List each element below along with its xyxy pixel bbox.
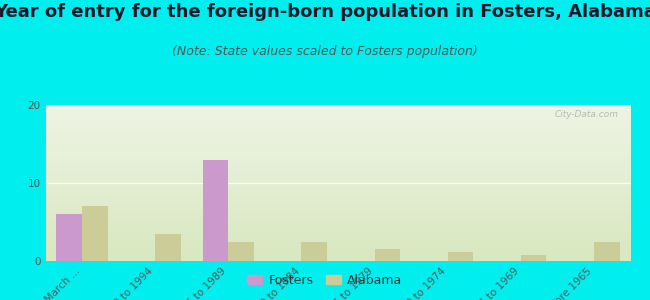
- Bar: [448, 252, 473, 261]
- Bar: [57, 214, 82, 261]
- Bar: [155, 234, 181, 261]
- Bar: [374, 249, 400, 261]
- Bar: [228, 242, 254, 261]
- Text: (Note: State values scaled to Fosters population): (Note: State values scaled to Fosters po…: [172, 45, 478, 58]
- Bar: [203, 160, 228, 261]
- Legend: Fosters, Alabama: Fosters, Alabama: [244, 270, 406, 291]
- Bar: [594, 242, 619, 261]
- Bar: [82, 206, 108, 261]
- Bar: [302, 242, 327, 261]
- Text: Year of entry for the foreign-born population in Fosters, Alabama: Year of entry for the foreign-born popul…: [0, 3, 650, 21]
- Bar: [521, 255, 547, 261]
- Text: City-Data.com: City-Data.com: [555, 110, 619, 119]
